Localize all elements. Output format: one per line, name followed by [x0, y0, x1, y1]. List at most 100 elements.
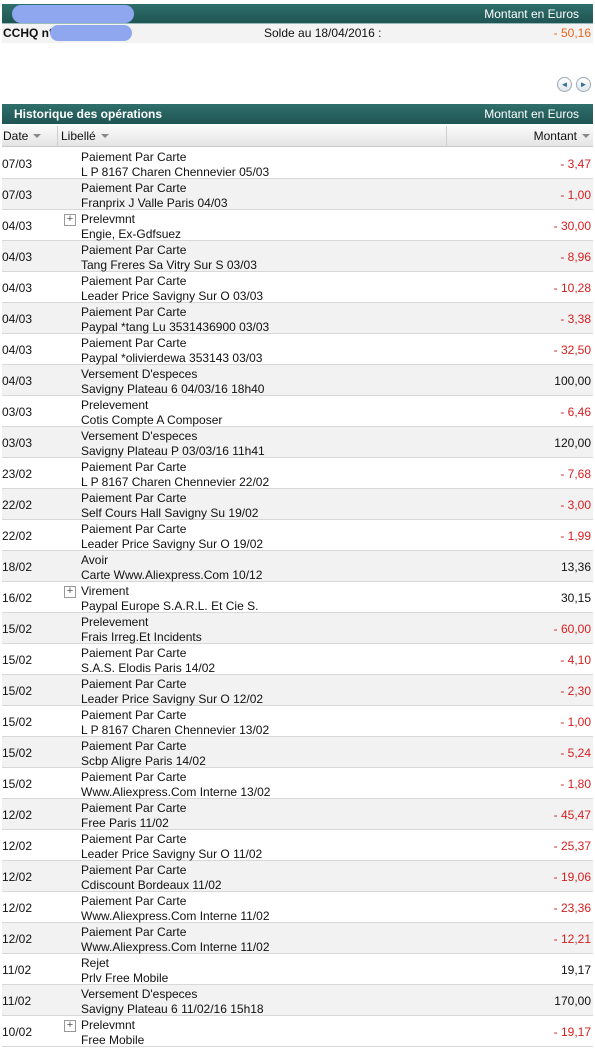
operation-date: 15/02 [2, 653, 33, 667]
table-row[interactable]: 23/02 Paiement Par Carte L P 8167 Charen C… [2, 458, 593, 489]
expand-plus-icon[interactable]: + [64, 1020, 76, 1032]
operation-type: Paiement Par Carte [81, 150, 187, 164]
operation-date: 22/02 [2, 498, 33, 512]
table-row[interactable]: 11/02 Versement D'especes Savigny Plateau … [2, 985, 593, 1016]
next-page-icon[interactable]: ► [576, 77, 591, 92]
operations-table: 07/03 Paiement Par Carte L P 8167 Charen C… [2, 148, 593, 1047]
operation-type: Paiement Par Carte [81, 274, 187, 288]
operation-amount: - 1,00 [560, 715, 591, 729]
column-date[interactable]: Date [3, 129, 42, 143]
operation-date: 22/02 [2, 529, 33, 543]
operation-type: Paiement Par Carte [81, 305, 187, 319]
operation-amount: - 2,30 [560, 684, 591, 698]
operation-date: 07/03 [2, 188, 33, 202]
table-column-header: Date Libellé Montant [2, 126, 593, 147]
expand-plus-icon[interactable]: + [64, 586, 76, 598]
operation-amount: - 1,00 [560, 188, 591, 202]
operation-description: Prlv Free Mobile [81, 971, 169, 985]
column-montant[interactable]: Montant [534, 129, 590, 143]
operation-type: Paiement Par Carte [81, 243, 187, 257]
column-libelle[interactable]: Libellé [61, 129, 109, 143]
operation-amount: - 60,00 [553, 622, 591, 636]
previous-page-icon[interactable]: ◄ [557, 77, 572, 92]
operation-type: Prelevement [81, 398, 149, 412]
table-row[interactable]: 04/03 Paiement Par Carte Paypal *olivierde… [2, 334, 593, 365]
operation-type: Paiement Par Carte [81, 646, 187, 660]
expand-plus-icon[interactable]: + [64, 214, 76, 226]
table-row[interactable]: 12/02 Paiement Par Carte Www.Aliexpress.Co… [2, 923, 593, 954]
table-row[interactable]: 15/02 Paiement Par Carte Www.Aliexpress.Co… [2, 768, 593, 799]
history-header-bar: Historique des opérations Montant en Eur… [2, 104, 593, 124]
table-row[interactable]: 16/02 Virement Paypal Europe S.A.R.L. Et C… [2, 582, 593, 613]
table-row[interactable]: 03/03 Versement D'especes Savigny Plateau … [2, 427, 593, 458]
operation-date: 15/02 [2, 622, 33, 636]
operation-date: 11/02 [2, 994, 32, 1008]
table-row[interactable]: 04/03 Prelevmnt Engie, Ex-Gdfsuez - 30,00 + [2, 210, 593, 241]
account-summary-row: CCHQ n° Solde au 18/04/2016 : - 50,16 [2, 24, 593, 43]
operation-type: Paiement Par Carte [81, 491, 187, 505]
operation-type: Paiement Par Carte [81, 460, 187, 474]
table-row[interactable]: 03/03 Prelevement Cotis Compte A Composer -… [2, 396, 593, 427]
operation-date: 07/03 [2, 157, 33, 171]
table-row[interactable]: 04/03 Paiement Par Carte Tang Freres Sa Vi… [2, 241, 593, 272]
operation-description: L P 8167 Charen Chennevier 13/02 [81, 723, 270, 737]
operation-date: 04/03 [2, 312, 33, 326]
operation-type: Versement D'especes [81, 987, 198, 1001]
operation-description: Www.Aliexpress.Com Interne 11/02 [81, 909, 270, 923]
operation-description: Scbp Aligre Paris 14/02 [81, 754, 206, 768]
table-row[interactable]: 12/02 Paiement Par Carte Leader Price Savi… [2, 830, 593, 861]
operation-amount: - 3,47 [560, 157, 591, 171]
operation-amount: - 10,28 [553, 281, 591, 295]
operation-type: Paiement Par Carte [81, 894, 187, 908]
table-row[interactable]: 12/02 Paiement Par Carte Free Paris 11/02 -… [2, 799, 593, 830]
table-row[interactable]: 22/02 Paiement Par Carte Leader Price Savi… [2, 520, 593, 551]
operation-amount: 13,36 [560, 560, 591, 574]
table-row[interactable]: 10/02 Prelevmnt Free Mobile - 19,17 + [2, 1016, 593, 1047]
table-row[interactable]: 07/03 Paiement Par Carte L P 8167 Charen C… [2, 148, 593, 179]
table-row[interactable]: 04/03 Versement D'especes Savigny Plateau … [2, 365, 593, 396]
table-row[interactable]: 15/02 Paiement Par Carte Scbp Aligre Paris… [2, 737, 593, 768]
table-row[interactable]: 12/02 Paiement Par Carte Cdiscount Bordeau… [2, 861, 593, 892]
operation-amount: - 3,38 [560, 312, 591, 326]
operation-type: Prelevmnt [81, 1018, 136, 1032]
operation-date: 15/02 [2, 684, 33, 698]
operation-type: Rejet [81, 956, 110, 970]
operation-date: 12/02 [2, 839, 33, 853]
operation-type: Virement [81, 584, 129, 598]
table-row[interactable]: 15/02 Paiement Par Carte Leader Price Savi… [2, 675, 593, 706]
operation-description: Cotis Compte A Composer [81, 413, 223, 427]
operation-type: Prelevmnt [81, 212, 136, 226]
table-row[interactable]: 11/02 Rejet Prlv Free Mobile 19,17 [2, 954, 593, 985]
operation-date: 04/03 [2, 281, 33, 295]
sort-caret-icon [33, 134, 42, 138]
operation-amount: 120,00 [554, 436, 591, 450]
operation-description: Www.Aliexpress.Com Interne 11/02 [81, 940, 270, 954]
table-row[interactable]: 12/02 Paiement Par Carte Www.Aliexpress.Co… [2, 892, 593, 923]
operation-amount: - 30,00 [553, 219, 591, 233]
table-row[interactable]: 15/02 Prelevement Frais Irreg.Et Incidents… [2, 613, 593, 644]
operation-amount: 30,15 [560, 591, 591, 605]
table-row[interactable]: 15/02 Paiement Par Carte S.A.S. Elodis Par… [2, 644, 593, 675]
table-row[interactable]: 07/03 Paiement Par Carte Franprix J Valle … [2, 179, 593, 210]
table-row[interactable]: 22/02 Paiement Par Carte Self Cours Hall S… [2, 489, 593, 520]
operation-type: Versement D'especes [81, 367, 198, 381]
operation-date: 03/03 [2, 405, 33, 419]
table-row[interactable]: 18/02 Avoir Carte Www.Aliexpress.Com 10/12… [2, 551, 593, 582]
operation-description: Free Paris 11/02 [81, 816, 169, 830]
operation-type: Paiement Par Carte [81, 677, 187, 691]
table-row[interactable]: 04/03 Paiement Par Carte Leader Price Savi… [2, 272, 593, 303]
operation-type: Versement D'especes [81, 429, 198, 443]
operation-amount: - 8,96 [560, 250, 591, 264]
redacted-account-name [12, 5, 134, 23]
operation-date: 15/02 [2, 715, 33, 729]
operation-type: Paiement Par Carte [81, 925, 187, 939]
operation-description: Self Cours Hall Savigny Su 19/02 [81, 506, 259, 520]
history-amount-label: Montant en Euros [484, 107, 579, 121]
table-row[interactable]: 15/02 Paiement Par Carte L P 8167 Charen C… [2, 706, 593, 737]
operation-amount: - 32,50 [553, 343, 591, 357]
operation-amount: - 19,17 [553, 1025, 591, 1039]
operation-type: Paiement Par Carte [81, 522, 187, 536]
sort-caret-icon [100, 134, 109, 138]
operation-description: Frais Irreg.Et Incidents [81, 630, 202, 644]
table-row[interactable]: 04/03 Paiement Par Carte Paypal *tang Lu 3… [2, 303, 593, 334]
